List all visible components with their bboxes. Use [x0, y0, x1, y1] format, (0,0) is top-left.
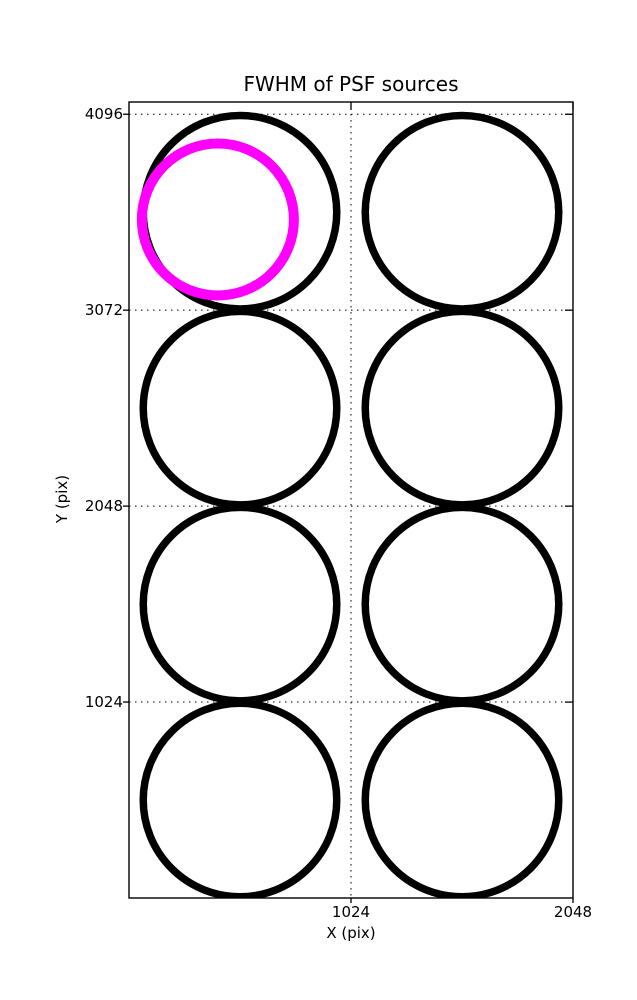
psf-sources-circle — [139, 699, 341, 898]
psf-sources-circle — [139, 307, 341, 509]
psf-sources-circle — [361, 111, 563, 313]
plot-border — [128, 101, 574, 899]
psf-sources-circle — [139, 503, 341, 705]
x-axis-label: X (pix) — [326, 924, 376, 942]
psf-sources-circle — [361, 699, 563, 898]
y-tick-label: 3072 — [84, 301, 123, 320]
psf-sources-circle — [361, 503, 563, 705]
y-tick-label: 4096 — [84, 105, 123, 124]
psf-markers — [136, 111, 563, 898]
x-tick-label: 2048 — [553, 903, 593, 921]
y-tick-label: 1024 — [84, 693, 123, 712]
highlighted-source-circle — [136, 138, 299, 301]
y-tick-label: 2048 — [84, 497, 123, 516]
psf-sources-circle — [361, 307, 563, 509]
chart-title: FWHM of PSF sources — [243, 72, 459, 96]
x-tick-label: 1024 — [331, 903, 371, 921]
